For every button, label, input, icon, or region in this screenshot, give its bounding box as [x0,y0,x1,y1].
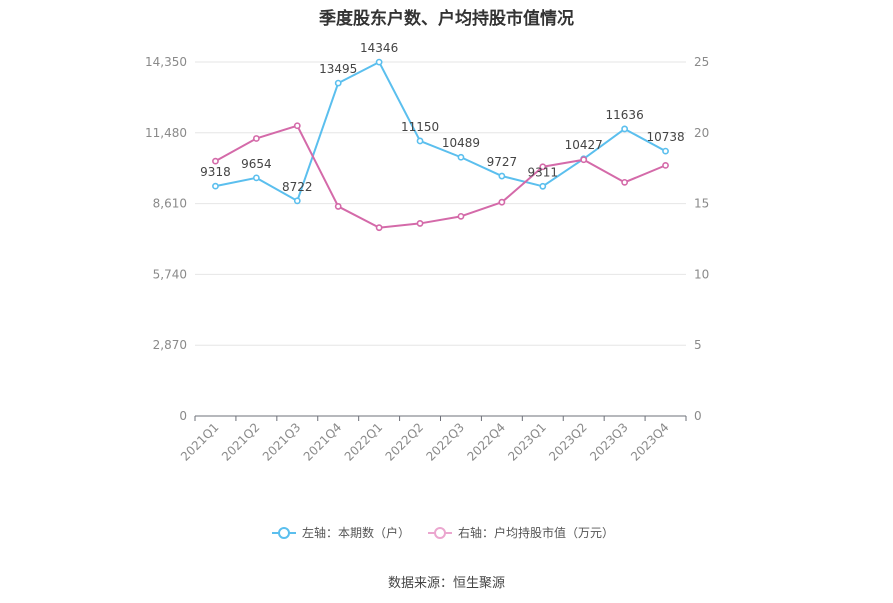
data-point-left [212,182,219,190]
source-note: 数据来源：恒生聚源 [387,576,505,591]
data-label: 11636 [606,108,644,122]
x-tick-label: 2023Q4 [628,420,672,464]
data-label: 9654 [241,157,272,171]
data-label: 10738 [646,130,684,144]
series-line-left [215,61,667,202]
data-point-left [375,58,383,66]
data-point-left [416,137,424,145]
legend-label: 右轴：户均持股市值（万元） [458,525,614,540]
y-right-tick-label: 15 [694,197,709,211]
y-left-tick-label: 0 [179,409,187,423]
data-point-right [375,224,383,232]
x-tick-label: 2022Q4 [464,420,508,464]
x-tick-label: 2021Q1 [178,420,222,464]
x-tick-label: 2022Q2 [383,420,427,464]
legend-item-left: 左轴：本期数（户） [272,525,410,540]
data-point-right [252,135,260,142]
legend-marker [434,527,446,539]
legend: 左轴：本期数（户） 右轴：户均持股市值（万元） [272,525,614,540]
legend-item-right: 右轴：户均持股市值（万元） [428,525,614,540]
y-right-tick-label: 20 [694,126,709,140]
x-tick-label: 2022Q3 [424,420,468,464]
data-point-left [621,125,629,133]
y-left-tick-label: 2,870 [153,338,187,352]
series-line-right [214,124,666,229]
grid-lines [195,61,686,346]
data-point-right [621,178,629,186]
data-label: 10489 [442,136,480,150]
data-point-right [539,163,547,171]
data-point-left [293,197,301,205]
data-point-left [334,79,342,87]
chart-title: 季度股东户数、户均持股市值情况 [319,9,574,29]
x-tick-label: 2021Q4 [301,420,345,464]
data-point-left [252,174,260,182]
legend-marker [278,527,290,539]
data-point-right [334,203,342,210]
data-point-right [498,198,506,206]
y-left-tick-label: 5,740 [153,267,187,281]
x-tick-label: 2023Q2 [546,420,590,464]
data-point-right [662,161,669,169]
data-label: 11150 [401,120,439,134]
y-right-tick-label: 5 [694,338,702,352]
y-right-tick-label: 25 [694,55,709,69]
data-point-left [662,147,669,155]
data-point-right [580,156,588,164]
data-label: 9318 [200,165,231,179]
x-tick-label: 2023Q1 [505,420,549,464]
data-point-right [212,157,219,165]
data-label: 9311 [528,165,559,179]
data-point-left [539,182,547,190]
y-left-tick-label: 14,350 [145,55,187,69]
data-label: 14346 [360,41,398,55]
data-point-left [457,153,465,161]
data-label: 8722 [282,180,313,194]
data-label: 10427 [565,138,603,152]
y-right-tick-label: 10 [694,267,709,281]
data-point-right [457,212,465,220]
data-label: 13495 [319,62,357,76]
x-tick-label: 2023Q3 [587,420,631,464]
y-left-tick-label: 11,480 [145,126,187,140]
legend-label: 左轴：本期数（户） [302,525,410,540]
data-label: 9727 [487,155,518,169]
series [212,58,669,232]
y-left-tick-label: 8,610 [153,197,187,211]
data-point-right [293,122,301,130]
data-point-left [498,172,506,180]
data-point-right [416,220,424,227]
x-tick-label: 2021Q2 [219,420,263,464]
x-tick-label: 2022Q1 [342,420,386,464]
x-tick-label: 2021Q3 [260,420,304,464]
y-right-tick-label: 0 [694,409,702,423]
